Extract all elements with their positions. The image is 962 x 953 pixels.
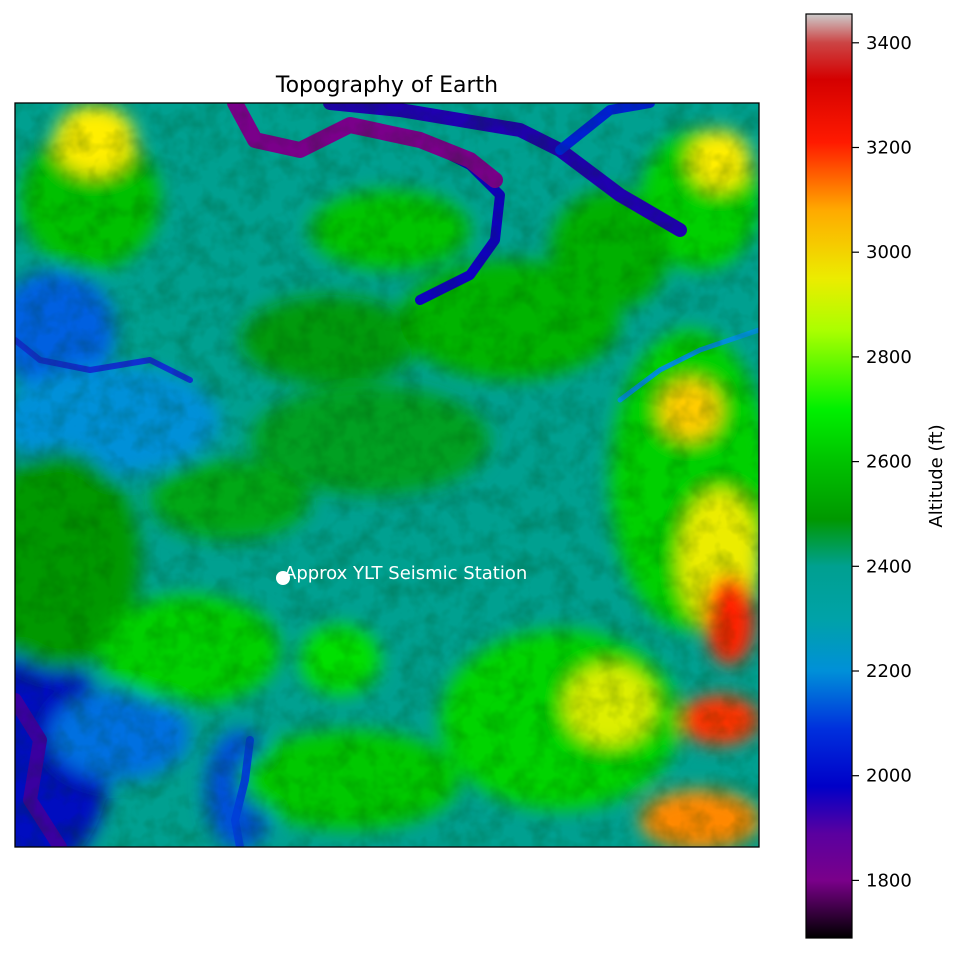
colorbar-tick-label: 2200 [866, 661, 912, 682]
colorbar-ticks: 1800 2000 2200 2400 2600 2800 3000 3200 3400 [852, 33, 912, 891]
colorbar-tick-label: 2000 [866, 766, 912, 787]
colorbar-frame [805, 13, 853, 939]
colorbar-tick-label: 2800 [866, 347, 912, 368]
colorbar-tick-label: 3200 [866, 137, 912, 158]
terrain-texture [15, 103, 759, 847]
colorbar-tick-label: 3400 [866, 33, 912, 54]
topography-heatmap [15, 103, 759, 847]
colorbar-tick-label: 2600 [866, 452, 912, 473]
station-marker [276, 571, 290, 585]
colorbar: 1800 2000 2200 2400 2600 2800 3000 3200 3400 Alt… [805, 13, 947, 939]
plot-frame [14, 102, 760, 848]
chart-title: Topography of Earth [275, 73, 498, 98]
colorbar-tick-label: 1800 [866, 870, 912, 891]
station-label: Approx YLT Seismic Station [284, 563, 527, 584]
colorbar-fill [806, 14, 852, 938]
colorbar-label: Altitude (ft) [926, 424, 947, 527]
colorbar-tick-label: 3000 [866, 242, 912, 263]
colorbar-tick-label: 2400 [866, 556, 912, 577]
